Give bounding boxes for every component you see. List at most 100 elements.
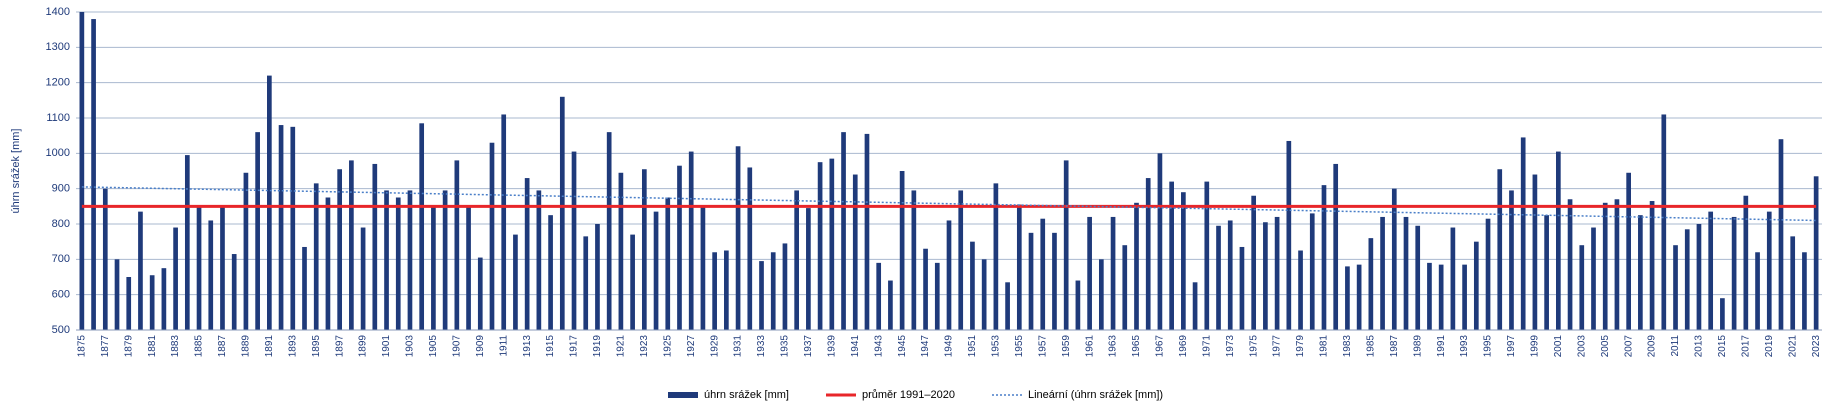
x-tick-label: 1917	[569, 335, 580, 358]
bar	[1005, 282, 1010, 330]
bar	[255, 132, 260, 330]
bar	[114, 259, 120, 330]
x-tick-label: 2001	[1553, 335, 1564, 358]
bar	[1239, 246, 1245, 330]
bar	[712, 252, 717, 330]
x-tick-label: 2009	[1647, 335, 1658, 358]
x-tick-label: 1903	[405, 335, 416, 358]
x-tick-label: 1931	[733, 335, 744, 358]
x-tick-label: 1879	[123, 335, 134, 358]
x-tick-label: 1913	[522, 335, 533, 358]
bar	[630, 234, 635, 330]
x-tick-label: 1951	[967, 335, 978, 358]
bar	[278, 125, 284, 330]
bar	[1497, 169, 1503, 330]
x-tick-label: 1991	[1436, 335, 1447, 358]
bar	[806, 208, 811, 330]
bar	[1309, 213, 1315, 330]
x-tick-label: 1899	[358, 335, 369, 358]
x-tick-label: 1933	[756, 335, 767, 358]
bar	[395, 197, 401, 330]
trend-line	[81, 186, 1817, 222]
bar	[1544, 215, 1549, 330]
bar	[1145, 178, 1151, 330]
bar	[1063, 160, 1069, 330]
x-tick-label: 1911	[498, 335, 509, 357]
bar	[290, 126, 296, 330]
bar	[770, 252, 776, 330]
bar	[1286, 140, 1292, 330]
y-tick-label: 1000	[46, 147, 70, 159]
bar	[759, 261, 764, 330]
bar	[794, 190, 800, 330]
bar	[1602, 202, 1608, 330]
y-tick-label: 900	[52, 183, 70, 195]
bar	[1462, 264, 1467, 330]
bar	[1473, 241, 1479, 330]
bar	[559, 96, 565, 330]
x-tick-label: 1921	[616, 335, 627, 358]
bar	[1263, 222, 1268, 330]
x-tick-label: 1957	[1037, 335, 1048, 358]
bar	[993, 183, 999, 330]
x-tick-label: 1969	[1178, 335, 1189, 358]
bar	[1591, 227, 1596, 330]
bar	[102, 188, 108, 330]
bar	[1274, 216, 1280, 330]
x-tick-label: 2021	[1787, 335, 1798, 358]
bar	[501, 114, 507, 330]
bar	[653, 211, 659, 330]
x-tick-label: 1941	[850, 335, 861, 358]
bar	[313, 183, 319, 330]
bar	[1380, 216, 1385, 330]
bar	[325, 197, 331, 330]
x-tick-label: 2017	[1740, 335, 1751, 358]
bar	[513, 234, 518, 330]
bar	[536, 190, 542, 330]
bar	[1778, 139, 1784, 330]
bar	[1075, 280, 1081, 330]
bar	[173, 227, 178, 330]
x-tick-label: 1915	[545, 335, 556, 358]
bar	[1766, 211, 1772, 330]
bar	[1509, 190, 1514, 330]
bar	[1298, 250, 1303, 330]
bar	[231, 254, 237, 330]
bar	[735, 146, 741, 330]
x-tick-label: 1947	[920, 335, 931, 358]
x-tick-label: 1979	[1295, 335, 1306, 358]
bar	[1227, 220, 1233, 330]
bar	[1204, 181, 1210, 330]
bar	[934, 262, 940, 330]
x-tick-label: 1923	[639, 335, 650, 358]
bar	[1520, 137, 1526, 330]
x-tick-label: 1919	[592, 335, 603, 358]
bar	[360, 227, 366, 330]
legend-swatch	[668, 392, 698, 398]
bar	[548, 215, 553, 330]
bar	[1356, 264, 1362, 330]
bar	[466, 206, 471, 330]
x-tick-label: 1961	[1084, 335, 1095, 358]
bar	[677, 165, 682, 330]
bar	[372, 163, 378, 330]
y-axis-label: úhrn srážek [mm]	[10, 129, 22, 214]
x-tick-label: 2007	[1623, 335, 1634, 358]
bar	[1345, 266, 1350, 330]
bar	[946, 220, 952, 330]
x-tick-label: 1953	[991, 335, 1002, 358]
bar	[1110, 216, 1116, 330]
bar	[1028, 232, 1034, 330]
bar	[1052, 232, 1057, 330]
bar	[1638, 215, 1643, 330]
bar	[1567, 199, 1573, 330]
bar	[489, 142, 495, 330]
bar	[126, 277, 132, 330]
bar	[618, 172, 624, 330]
bar	[1649, 201, 1655, 330]
bar	[1579, 245, 1585, 330]
x-tick-label: 1897	[334, 335, 345, 358]
bar	[841, 132, 846, 330]
x-tick-label: 1901	[381, 335, 392, 358]
bar	[876, 262, 882, 330]
